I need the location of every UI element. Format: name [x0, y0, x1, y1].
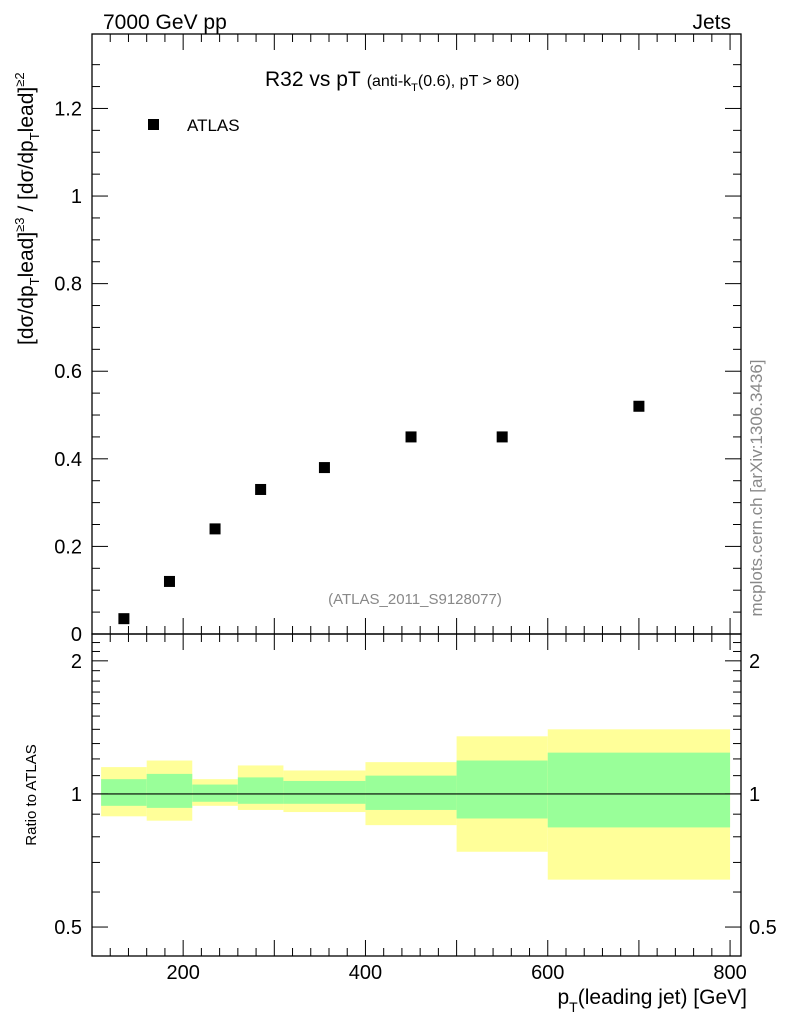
x-tick-label: 600: [531, 962, 564, 984]
main-y-tick-label: 0.2: [54, 536, 82, 558]
ratio-y-tick-label-right: 2: [749, 651, 760, 673]
data-point: [496, 431, 508, 443]
y-label-sub1: T: [27, 277, 42, 285]
y-label-part2: lead]: [15, 232, 38, 278]
uncertainty-band-inner: [101, 779, 147, 806]
main-y-tick-label: 1: [71, 186, 82, 208]
data-point: [163, 575, 175, 587]
main-y-tick-label: 0.4: [54, 449, 82, 471]
main-y-tick-label: 1.2: [54, 98, 82, 120]
ratio-y-tick-label-left: 2: [71, 651, 82, 673]
x-tick-label: 400: [349, 962, 382, 984]
header-energy-label: 7000 GeV pp: [103, 11, 227, 34]
x-axis-label: pT(leading jet) [GeV]: [557, 986, 747, 1015]
main-panel: 00.20.40.60.811.2 R32 vs pT (anti-kT(0.6)…: [12, 33, 742, 646]
x-tick-label: 200: [166, 962, 199, 984]
atlas-data-points: [118, 400, 645, 625]
data-point: [209, 523, 221, 535]
data-point: [255, 483, 267, 495]
main-y-ticks: 0 0.2 0.4 0.6 0.8 1 1.2: [54, 64, 741, 646]
ratio-y-tick-label-left: 1: [71, 784, 82, 806]
ratio-y-tick-label-right: 0.5: [749, 917, 777, 939]
ratio-y-ticks: 0.5 0.5 1 1 2 2: [54, 642, 777, 939]
ratio-uncertainty-bands: [101, 729, 731, 880]
main-y-tick-label: 0.8: [54, 274, 82, 296]
uncertainty-band-inner: [547, 752, 731, 828]
source-side-label: mcplots.cern.ch [arXiv:1306.3436]: [747, 359, 766, 616]
main-y-axis-label: [dσ/dpTlead]≥3 / [dσ/dpTlead]≥2: [12, 72, 42, 345]
y-label-sub2: T: [27, 132, 42, 140]
x-label-p: p: [557, 986, 569, 1009]
header-process-label: Jets: [692, 11, 731, 34]
uncertainty-band-inner: [192, 784, 238, 802]
main-title: R32 vs pT (anti-kT(0.6), pT > 80): [265, 68, 519, 94]
uncertainty-band-inner: [146, 773, 193, 808]
main-y-tick-label: 0: [71, 624, 82, 646]
legend-marker-atlas: [148, 119, 159, 130]
x-label-tail: (leading jet) [GeV]: [578, 986, 747, 1009]
y-label-part1: [dσ/dp: [15, 285, 38, 345]
title-main-text: R32 vs pT: [265, 68, 361, 91]
ratio-y-tick-label-right: 1: [749, 784, 760, 806]
analysis-watermark: (ATLAS_2011_S9128077): [328, 591, 502, 608]
y-label-part4: lead]: [15, 87, 38, 133]
ratio-y-axis-label: Ratio to ATLAS: [23, 744, 40, 845]
x-tick-label: 800: [713, 962, 746, 984]
uncertainty-band-inner: [237, 777, 284, 804]
title-sub-text: (anti-k: [367, 73, 412, 90]
ratio-y-tick-label-left: 0.5: [54, 917, 82, 939]
data-point: [405, 431, 417, 443]
title-sub-subscript: T: [411, 82, 418, 94]
uncertainty-band-inner: [283, 780, 366, 804]
ratio-x-ticks: 200 400 600 800: [91, 634, 747, 984]
ratio-plot-frame: [91, 633, 742, 957]
data-point: [118, 613, 130, 625]
uncertainty-band-inner: [456, 760, 548, 819]
x-label-subscript: T: [569, 999, 578, 1015]
data-point: [633, 400, 645, 412]
legend-label-atlas: ATLAS: [187, 116, 240, 135]
ratio-panel: 0.5 0.5 1 1 2 2 200 400 600 800 Ratio to ATLAS p…: [23, 633, 777, 1015]
data-point: [318, 462, 330, 474]
y-label-sup1: ≥3: [12, 217, 27, 231]
y-label-part3: / [dσ/dp: [15, 140, 38, 217]
uncertainty-band-inner: [365, 775, 457, 810]
title-sub-tail: (0.6), pT > 80): [418, 73, 520, 90]
y-label-sup2: ≥2: [12, 72, 27, 86]
main-x-ticks: [91, 34, 731, 634]
main-y-tick-label: 0.6: [54, 361, 82, 383]
